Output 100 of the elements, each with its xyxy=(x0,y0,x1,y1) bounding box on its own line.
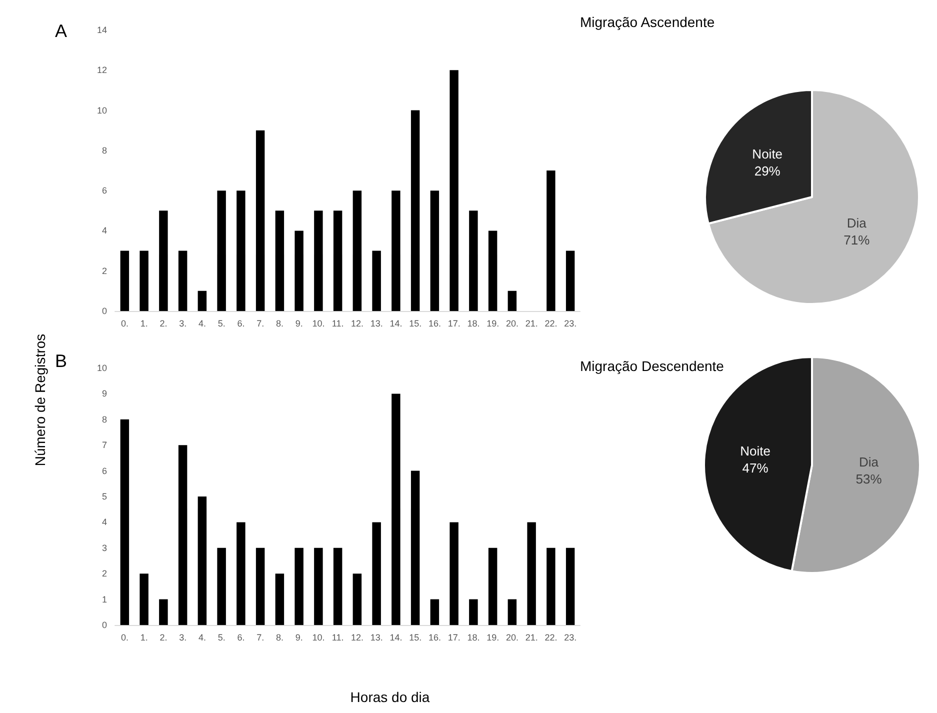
bar xyxy=(372,250,381,311)
x-tick-label: 13. xyxy=(370,632,383,642)
bar xyxy=(178,250,188,311)
x-tick-label: 17. xyxy=(448,632,460,642)
x-tick-label: 23. xyxy=(564,632,577,642)
x-tick-label: 2. xyxy=(160,632,168,642)
x-tick-label: 21. xyxy=(525,632,538,642)
x-tick-label: 1. xyxy=(140,318,148,328)
bar xyxy=(450,522,458,625)
x-tick-label: 14. xyxy=(390,632,402,642)
x-tick-label: 21. xyxy=(525,318,538,328)
bar xyxy=(198,290,207,311)
slice-label: Noite xyxy=(752,146,783,162)
x-tick-label: 16. xyxy=(428,632,441,642)
x-tick-label: 1. xyxy=(140,632,148,642)
data-label: 29% xyxy=(754,163,781,178)
y-tick-label: 8 xyxy=(102,145,107,156)
bar xyxy=(527,522,536,625)
x-tick-label: 10. xyxy=(312,632,325,642)
data-label: 71% xyxy=(844,232,870,248)
x-tick-label: 4. xyxy=(198,318,206,328)
y-tick-label: 0 xyxy=(102,620,107,630)
y-tick-label: 7 xyxy=(102,440,107,450)
y-tick-label: 6 xyxy=(102,186,107,196)
x-tick-label: 20. xyxy=(506,318,518,328)
bar xyxy=(372,522,381,625)
bar xyxy=(275,210,284,311)
x-tick-label: 18. xyxy=(467,632,480,642)
x-tick-label: 5. xyxy=(218,318,226,328)
y-tick-label: 1 xyxy=(102,594,107,604)
slice-label: Noite xyxy=(740,444,770,459)
x-tick-label: 0. xyxy=(120,632,128,642)
x-tick-label: 4. xyxy=(198,632,206,642)
bar xyxy=(236,190,246,311)
slice-label: Dia xyxy=(858,454,880,470)
y-tick-label: 10 xyxy=(96,363,107,373)
bar xyxy=(333,548,342,625)
x-tick-label: 15. xyxy=(409,318,422,328)
bar xyxy=(256,548,265,625)
bar xyxy=(120,419,130,625)
x-tick-label: 15. xyxy=(409,632,422,642)
text: B xyxy=(55,351,68,371)
data-label: 53% xyxy=(856,471,882,486)
x-tick-label: 17. xyxy=(448,318,460,328)
x-tick-label: 7. xyxy=(256,318,264,328)
bar xyxy=(430,190,440,311)
bar xyxy=(159,210,168,311)
y-tick-label: 12 xyxy=(96,65,107,76)
bar xyxy=(352,190,362,311)
x-tick-label: 7. xyxy=(256,632,264,642)
chart-title: Migração Descendente xyxy=(580,358,724,374)
x-tick-label: 18. xyxy=(467,318,480,328)
bar xyxy=(488,548,498,625)
data-label: 47% xyxy=(742,460,769,476)
bar xyxy=(159,599,168,625)
bar xyxy=(140,574,148,625)
x-tick-label: 9. xyxy=(295,318,303,328)
y-axis-title: Número de Registros xyxy=(32,334,48,466)
bar xyxy=(256,130,265,311)
bar xyxy=(217,190,226,311)
y-tick-label: 9 xyxy=(102,388,107,399)
y-tick-label: 14 xyxy=(96,25,107,35)
x-tick-label: 13. xyxy=(370,318,383,328)
y-tick-label: 8 xyxy=(102,414,107,424)
bar xyxy=(546,170,556,311)
x-tick-label: 8. xyxy=(276,318,284,328)
bar xyxy=(198,496,207,625)
bar xyxy=(333,210,342,311)
x-tick-label: 16. xyxy=(428,318,441,328)
x-axis-title: Horas do dia xyxy=(350,689,430,705)
x-tick-label: 23. xyxy=(564,318,577,328)
bar xyxy=(236,522,246,625)
x-tick-label: 3. xyxy=(179,318,187,328)
bar xyxy=(410,470,420,625)
bar xyxy=(178,445,188,625)
x-tick-label: 14. xyxy=(390,318,402,328)
x-tick-label: 11. xyxy=(332,632,344,642)
y-tick-label: 2 xyxy=(102,266,107,276)
y-tick-label: 5 xyxy=(102,492,107,502)
x-tick-label: 6. xyxy=(237,632,245,642)
bar xyxy=(546,548,556,625)
bar xyxy=(508,290,517,311)
x-tick-label: 11. xyxy=(332,318,344,328)
y-tick-label: 6 xyxy=(102,466,107,476)
bar xyxy=(450,70,458,311)
x-tick-label: 19. xyxy=(486,632,500,642)
bar xyxy=(314,210,323,311)
x-tick-label: 20. xyxy=(506,632,518,642)
bar xyxy=(294,230,304,311)
y-tick-label: 2 xyxy=(102,568,107,579)
x-tick-label: 2. xyxy=(160,318,168,328)
text: A xyxy=(55,21,68,41)
y-tick-label: 0 xyxy=(102,306,107,316)
x-tick-label: 22. xyxy=(544,318,558,328)
x-tick-label: 6. xyxy=(237,318,245,328)
x-tick-label: 12. xyxy=(350,632,364,642)
bar xyxy=(140,250,148,311)
bar xyxy=(120,250,130,311)
x-tick-label: 0. xyxy=(120,318,128,328)
x-tick-label: 8. xyxy=(276,632,284,642)
